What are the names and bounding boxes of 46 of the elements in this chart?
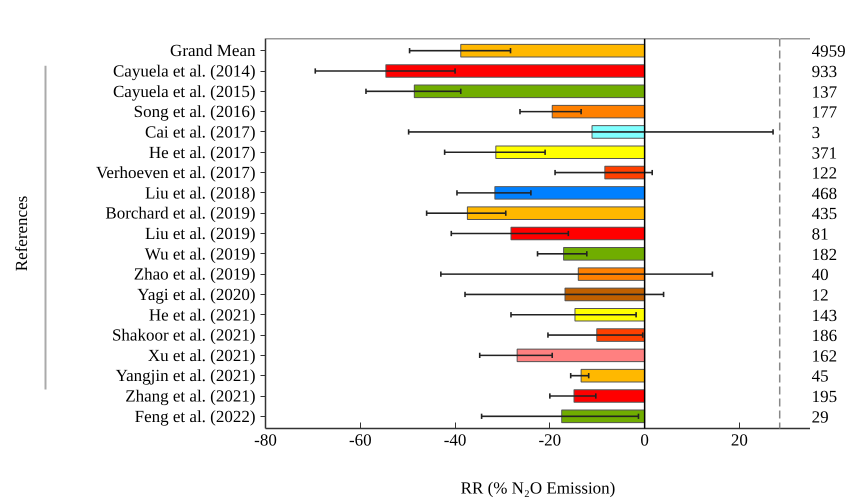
text: 4959 xyxy=(812,42,846,61)
text: 177 xyxy=(812,102,838,122)
y-tick-label: Cayuela et al. (2014) xyxy=(112,62,256,80)
text: 29 xyxy=(812,407,829,426)
text: 933 xyxy=(812,62,838,81)
y-tick-label: Liu et al. (2019) xyxy=(145,224,256,243)
text: 81 xyxy=(812,224,829,244)
text: 12 xyxy=(812,285,829,304)
text: 195 xyxy=(812,387,838,406)
y-tick-label: Yangjin et al. (2021) xyxy=(116,366,256,386)
text: 143 xyxy=(812,306,838,325)
x-tick-label: 0 xyxy=(640,430,649,450)
y-tick-label: Verhoeven et al. (2017) xyxy=(96,163,256,182)
y-tick-label: He et al. (2017) xyxy=(148,142,256,162)
y-axis-title: References xyxy=(12,196,31,272)
x-axis-title: RR (% N₂O Emission) xyxy=(460,478,616,498)
text: 435 xyxy=(812,204,838,224)
text: 371 xyxy=(812,143,838,162)
y-tick-label: Yagi et al. (2020) xyxy=(137,284,256,304)
y-tick-label: Wu et al. (2019) xyxy=(144,244,256,264)
y-tick-label: Grand Mean xyxy=(170,41,256,60)
y-tick-label: Cayuela et al. (2015) xyxy=(112,82,256,101)
y-tick-label: Shakoor et al. (2021) xyxy=(112,326,256,345)
y-tick-label: Zhang et al. (2021) xyxy=(125,386,256,406)
x-tick-label: -20 xyxy=(538,430,562,450)
x-tick-label: -60 xyxy=(348,430,372,450)
x-tick-label: -80 xyxy=(254,430,277,450)
y-tick-label: Liu et al. (2018) xyxy=(145,183,256,202)
y-tick-label: Zhao et al. (2019) xyxy=(134,264,256,284)
text: 45 xyxy=(812,366,829,386)
x-tick-label: -40 xyxy=(444,430,466,450)
text: 182 xyxy=(812,244,838,264)
text: 137 xyxy=(812,82,838,102)
text: 468 xyxy=(812,184,838,203)
text: 3 xyxy=(812,122,820,142)
y-tick-label: Borchard et al. (2019) xyxy=(105,204,256,223)
y-tick-label: He et al. (2021) xyxy=(148,305,256,324)
y-tick-label: Feng et al. (2022) xyxy=(134,406,256,426)
text: 162 xyxy=(812,346,838,366)
text: 122 xyxy=(812,164,838,183)
text: 40 xyxy=(812,265,829,284)
y-tick-label: Xu et al. (2021) xyxy=(148,346,256,365)
x-tick-label: 20 xyxy=(730,430,748,450)
text: 186 xyxy=(812,326,838,346)
y-tick-label: Song et al. (2016) xyxy=(134,102,256,122)
y-tick-label: Cai et al. (2017) xyxy=(145,122,256,142)
